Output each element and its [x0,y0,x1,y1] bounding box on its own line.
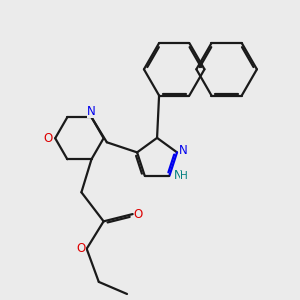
Text: N: N [87,105,96,118]
Text: O: O [134,208,143,220]
Text: O: O [76,242,85,255]
Text: N: N [179,144,188,157]
Text: H: H [181,171,188,181]
Text: O: O [43,132,52,145]
Text: N: N [174,169,183,182]
